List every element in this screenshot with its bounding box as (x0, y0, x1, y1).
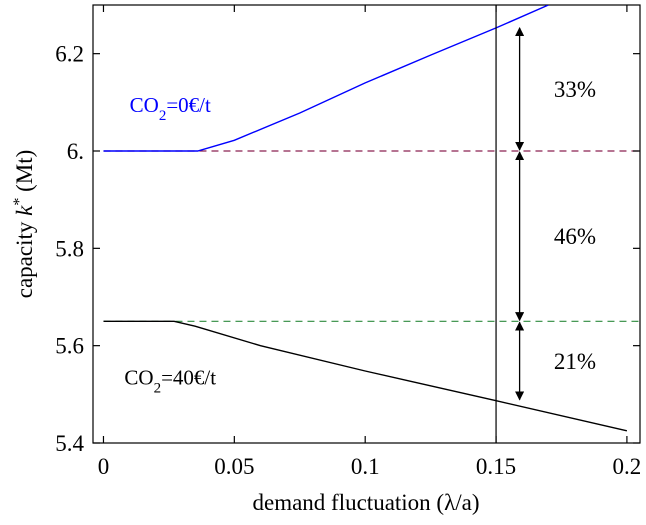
series-line (103, 5, 549, 152)
x-tick-label: 0 (98, 454, 110, 479)
x-tick-label: 0.05 (214, 454, 254, 479)
bracket-label: 46% (554, 224, 596, 249)
y-axis-title: capacity k* (Mt) (11, 150, 38, 299)
y-tick-label: 5.4 (55, 431, 84, 456)
x-tick-label: 0.2 (613, 454, 642, 479)
y-tick-label: 6.2 (55, 42, 84, 67)
x-axis-title: demand fluctuation (λ/a) (252, 490, 479, 515)
series-label: CO2=0€/t (130, 93, 211, 124)
y-tick-label: 6. (67, 139, 84, 164)
y-tick-label: 5.6 (55, 334, 84, 359)
y-tick-label: 5.8 (55, 236, 84, 261)
bracket-label: 33% (554, 77, 596, 102)
bracket-label: 21% (554, 349, 596, 374)
series-label: CO2=40€/t (124, 365, 216, 396)
x-tick-label: 0.1 (351, 454, 380, 479)
plot-frame (92, 4, 641, 444)
x-tick-label: 0.15 (476, 454, 516, 479)
